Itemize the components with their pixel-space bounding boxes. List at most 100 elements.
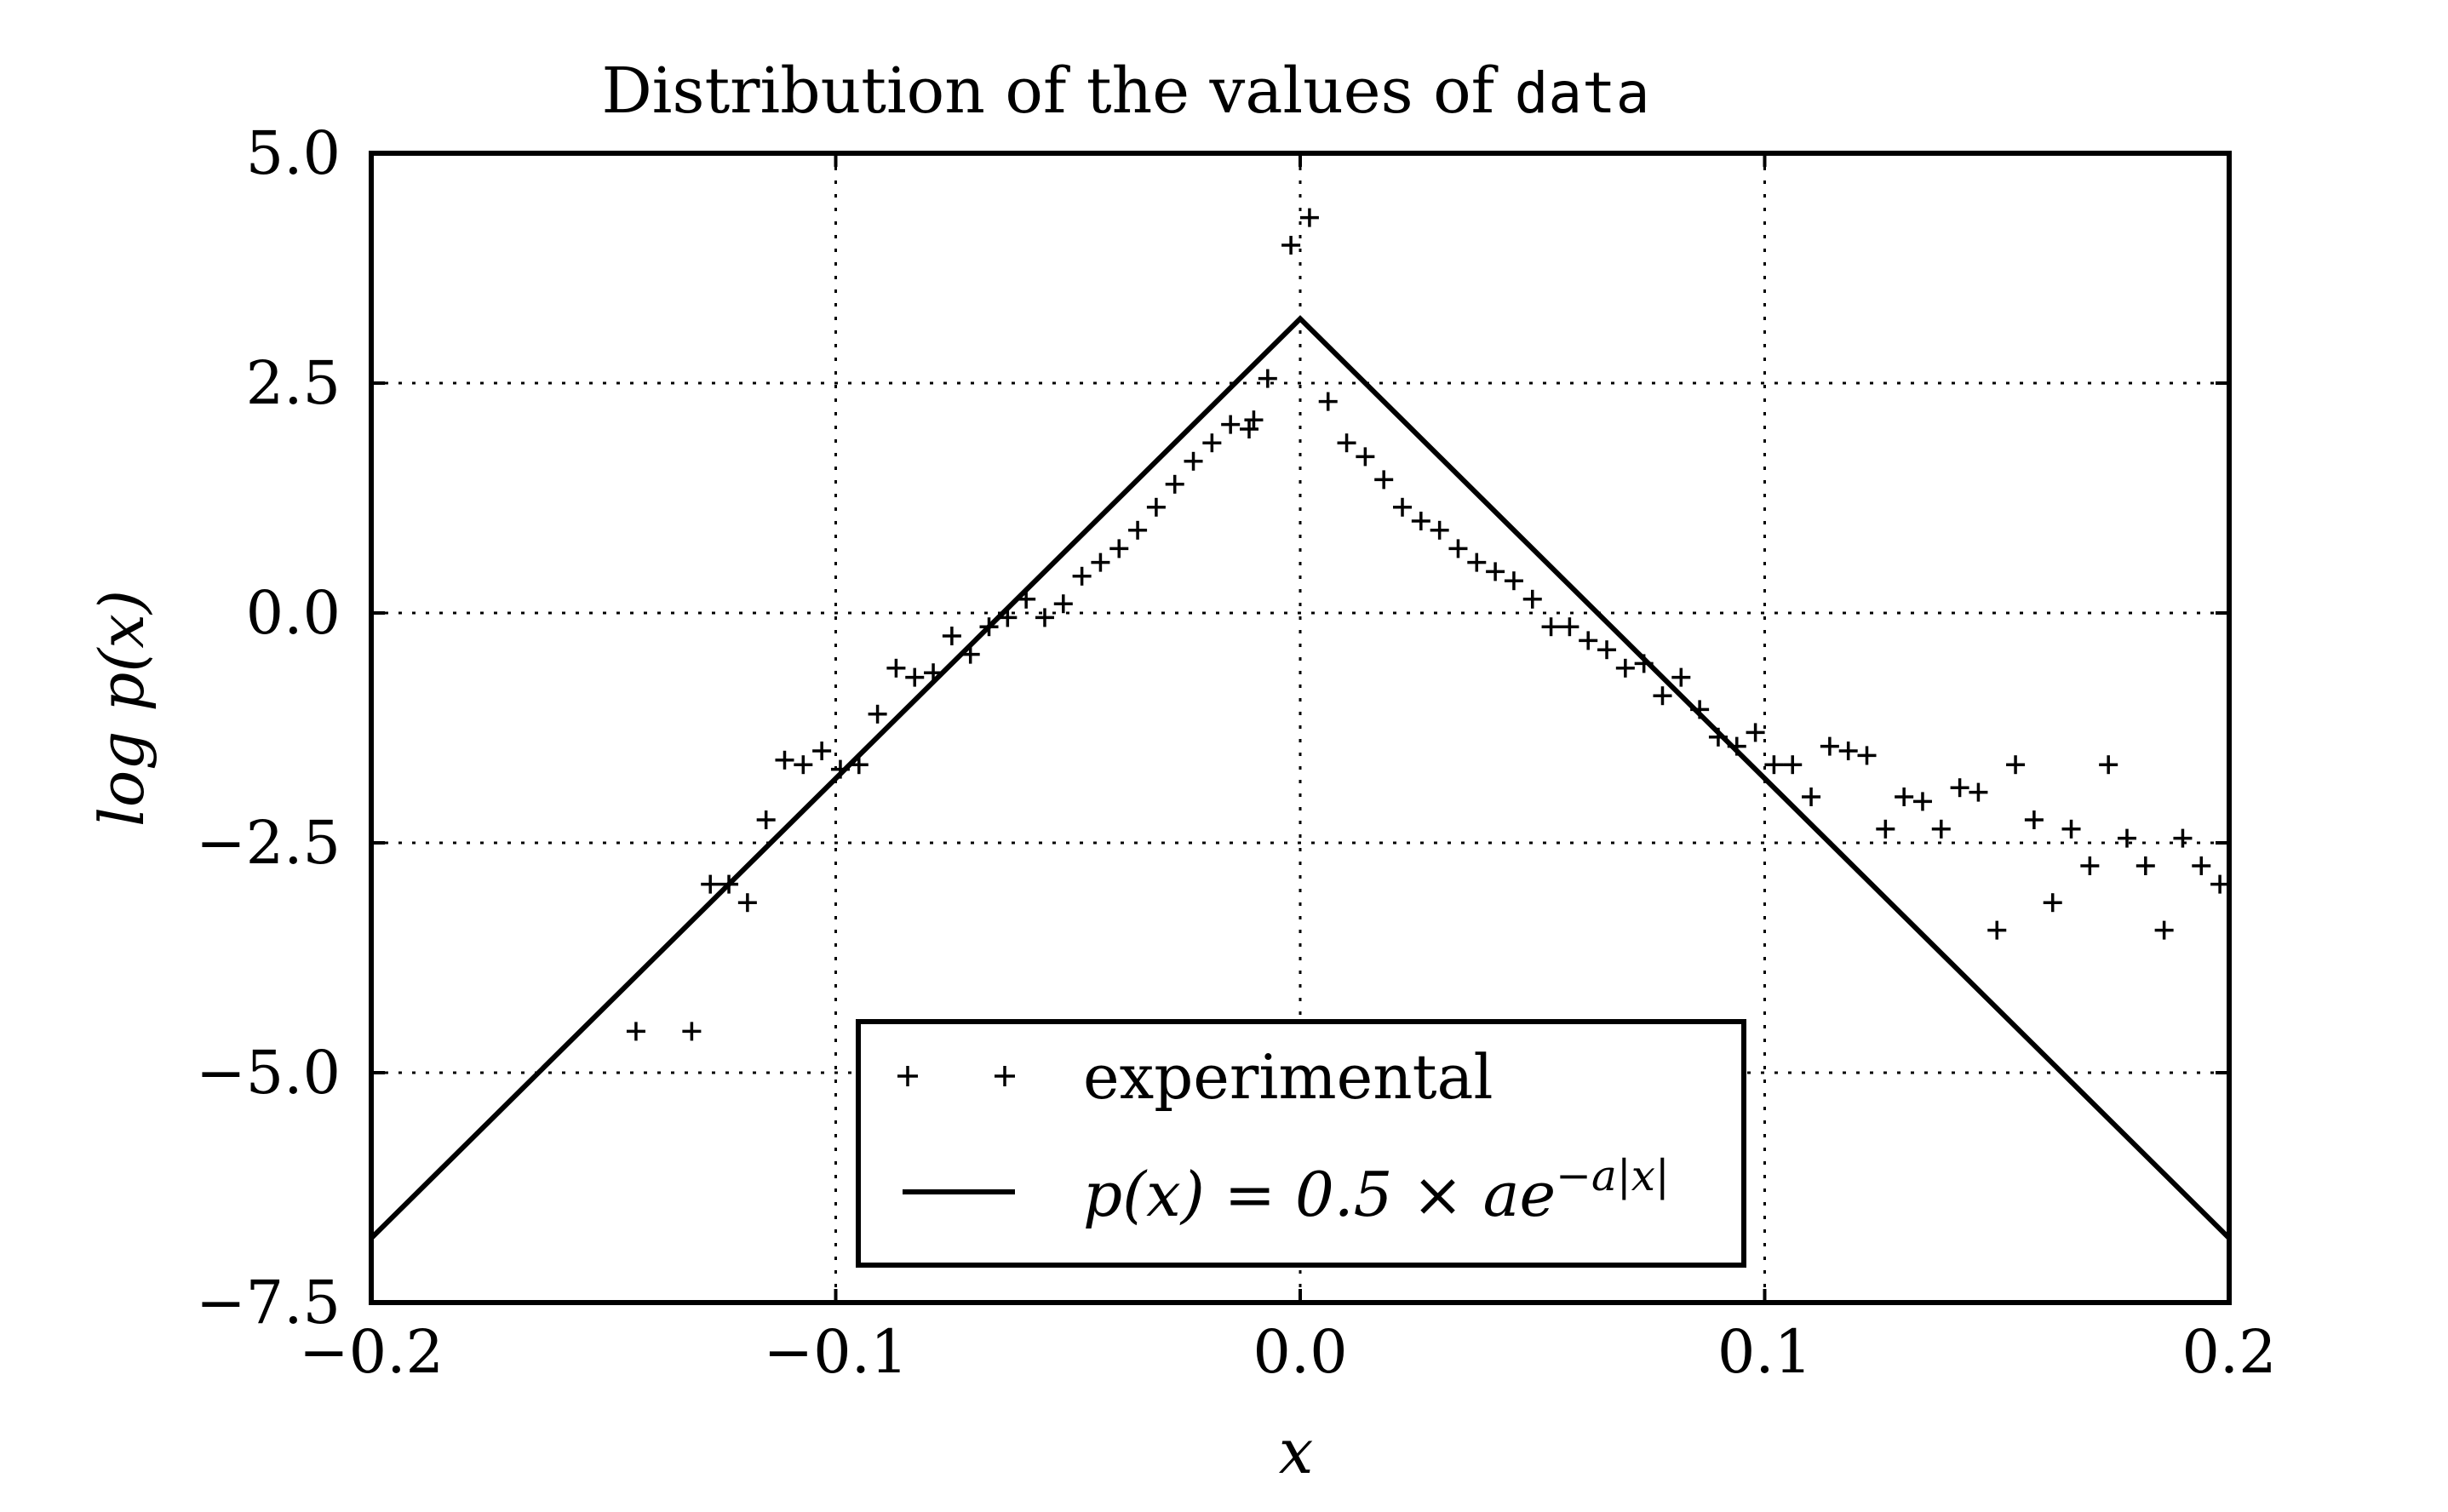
experimental-point-7 — [794, 755, 813, 775]
experimental-point-77 — [2080, 856, 2100, 875]
experimental-point-27 — [1165, 474, 1184, 494]
experimental-point-79 — [2117, 828, 2136, 848]
experimental-point-83 — [2192, 856, 2211, 875]
x-axis-label: x — [1279, 1416, 1314, 1487]
x-tick-label: −0.1 — [764, 1317, 909, 1387]
y-tick-label: −2.5 — [196, 808, 341, 878]
experimental-point-2 — [701, 874, 720, 894]
chart-title-text: Distribution of the values of — [601, 54, 1514, 128]
experimental-point-56 — [1690, 700, 1710, 719]
experimental-point-64 — [1838, 742, 1858, 760]
legend: experimental p(x) = 0.5 × ae−a|x| — [856, 1019, 1746, 1268]
experimental-point-71 — [1969, 782, 1988, 802]
experimental-point-70 — [1950, 778, 1969, 798]
experimental-point-4 — [737, 893, 757, 913]
experimental-point-35 — [1299, 208, 1319, 227]
experimental-point-74 — [2024, 810, 2044, 829]
experimental-point-48 — [1541, 617, 1561, 637]
y-axis-label: log p(x) — [86, 590, 158, 827]
experimental-point-17 — [979, 617, 999, 637]
axes — [369, 151, 2232, 1305]
experimental-point-41 — [1411, 512, 1430, 530]
experimental-point-62 — [1802, 788, 1821, 806]
experimental-point-75 — [2043, 893, 2062, 913]
legend-marker-plus — [897, 1066, 1015, 1086]
experimental-point-58 — [1727, 736, 1746, 756]
experimental-point-37 — [1337, 433, 1356, 453]
experimental-point-57 — [1708, 727, 1728, 747]
y-tick-label: −5.0 — [196, 1038, 341, 1108]
experimental-point-43 — [1448, 539, 1468, 558]
experimental-point-33 — [1258, 369, 1277, 388]
y-tick-label: 2.5 — [246, 348, 341, 418]
experimental-point-3 — [719, 874, 739, 894]
experimental-point-10 — [849, 755, 869, 775]
experimental-point-46 — [1504, 571, 1523, 591]
experimental-point-11 — [868, 704, 887, 724]
experimental-point-59 — [1746, 723, 1765, 742]
experimental-point-42 — [1430, 520, 1449, 540]
experimental-point-81 — [2154, 920, 2174, 940]
experimental-point-0 — [626, 1022, 645, 1041]
experimental-point-30 — [1221, 415, 1241, 434]
experimental-point-39 — [1374, 470, 1394, 490]
experimental-point-78 — [2099, 755, 2118, 775]
experimental-point-8 — [812, 742, 832, 760]
x-tick-label: 0.2 — [2181, 1317, 2276, 1387]
model-line-series — [369, 315, 2232, 1240]
experimental-point-16 — [960, 644, 980, 664]
experimental-point-26 — [1146, 497, 1166, 517]
experimental-point-28 — [1184, 451, 1203, 471]
experimental-point-14 — [924, 663, 943, 683]
experimental-point-29 — [1202, 433, 1222, 453]
experimental-point-40 — [1393, 497, 1413, 517]
legend-box — [856, 1019, 1746, 1268]
legend-label-model-exponent: −a|x| — [1556, 1151, 1670, 1200]
experimental-point-32 — [1244, 410, 1264, 430]
experimental-point-13 — [905, 667, 925, 687]
experimental-point-1 — [682, 1022, 702, 1041]
y-tick-labels: 5.0 2.5 0.0 −2.5 −5.0 −7.5 — [196, 118, 341, 1337]
legend-item-experimental: experimental — [897, 1041, 1493, 1113]
experimental-point-9 — [830, 759, 850, 779]
x-tick-label: 0.0 — [1253, 1317, 1347, 1387]
experimental-point-47 — [1522, 589, 1542, 609]
x-tick-label: 0.1 — [1717, 1317, 1812, 1387]
experimental-point-76 — [2061, 819, 2081, 839]
experimental-point-31 — [1239, 420, 1258, 438]
x-tick-label: −0.2 — [299, 1317, 444, 1387]
legend-label-model: p(x) = 0.5 × ae−a|x| — [1083, 1151, 1670, 1230]
experimental-point-5 — [756, 810, 776, 829]
experimental-point-19 — [1017, 589, 1036, 609]
experimental-point-66 — [1876, 819, 1895, 839]
experimental-point-15 — [942, 627, 961, 645]
experimental-point-61 — [1783, 755, 1803, 775]
experimental-point-68 — [1912, 792, 1932, 811]
legend-item-model: p(x) = 0.5 × ae−a|x| — [903, 1151, 1670, 1230]
experimental-point-51 — [1597, 640, 1617, 660]
y-tick-label: −7.5 — [196, 1268, 341, 1337]
experimental-point-34 — [1281, 236, 1301, 255]
experimental-point-44 — [1467, 553, 1487, 572]
experimental-point-80 — [2136, 856, 2155, 875]
experimental-point-49 — [1560, 617, 1579, 637]
experimental-point-84 — [2210, 874, 2230, 894]
model-line — [369, 315, 2232, 1240]
experimental-point-53 — [1634, 654, 1654, 673]
experimental-point-36 — [1318, 392, 1338, 411]
experimental-point-20 — [1035, 608, 1054, 627]
experimental-point-12 — [886, 658, 906, 678]
experimental-point-65 — [1857, 746, 1877, 765]
experimental-series — [626, 208, 2230, 1041]
experimental-point-18 — [998, 608, 1018, 627]
experimental-point-52 — [1615, 658, 1635, 678]
chart-title-code: data — [1515, 60, 1650, 126]
experimental-point-60 — [1764, 755, 1784, 775]
experimental-point-67 — [1895, 788, 1914, 806]
experimental-point-54 — [1653, 686, 1672, 706]
experimental-point-6 — [775, 750, 794, 770]
x-tick-labels: −0.2 −0.1 0.0 0.1 0.2 — [299, 1317, 2277, 1387]
experimental-point-55 — [1671, 667, 1691, 687]
experimental-point-63 — [1820, 736, 1839, 756]
experimental-point-73 — [2006, 755, 2026, 775]
